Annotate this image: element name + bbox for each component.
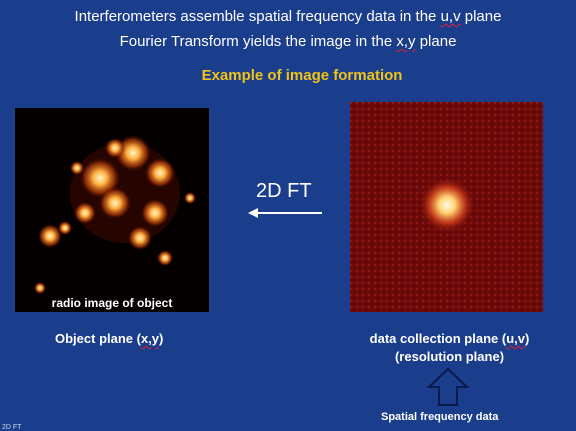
xy-term: x,y	[396, 33, 416, 50]
object-plane-close: )	[159, 331, 164, 346]
uv-data-picture	[350, 102, 543, 312]
radio-object-picture	[34, 135, 196, 294]
data-plane-close: )	[524, 331, 530, 346]
resolution-plane-label: (resolution plane)	[394, 349, 505, 364]
data-plane-label: data collection plane (u,v)	[343, 331, 556, 346]
uv-data-image	[350, 102, 543, 312]
data-plane-uv: u,v	[506, 331, 525, 346]
object-plane-xy: x,y	[140, 331, 160, 346]
slide-subtitle: Example of image formation	[201, 67, 403, 84]
object-image-caption: radio image of object	[51, 296, 173, 310]
footer-text: 2D FT	[2, 424, 22, 431]
left-arrow-icon	[248, 208, 322, 218]
header-line-2-suffix: plane	[415, 33, 457, 50]
header-line-2: Fourier Transform yields the image in th…	[0, 33, 576, 50]
radio-object-image: radio image of object	[15, 108, 209, 312]
data-plane-text: data collection plane (	[369, 331, 507, 346]
header-line-1-suffix: plane	[460, 8, 502, 25]
object-plane-label: Object plane (x,y)	[55, 331, 163, 346]
uv-term: u,v	[440, 8, 461, 25]
up-arrow-icon	[427, 367, 469, 406]
header-line-1: Interferometers assemble spatial frequen…	[0, 8, 576, 25]
header-line-2-text: Fourier Transform yields the image in th…	[119, 33, 397, 50]
transform-label: 2D FT	[256, 180, 312, 202]
header-line-1-text: Interferometers assemble spatial frequen…	[74, 8, 441, 25]
object-plane-text: Object plane (	[55, 331, 141, 346]
spatial-frequency-label: Spatial frequency data	[381, 411, 499, 423]
